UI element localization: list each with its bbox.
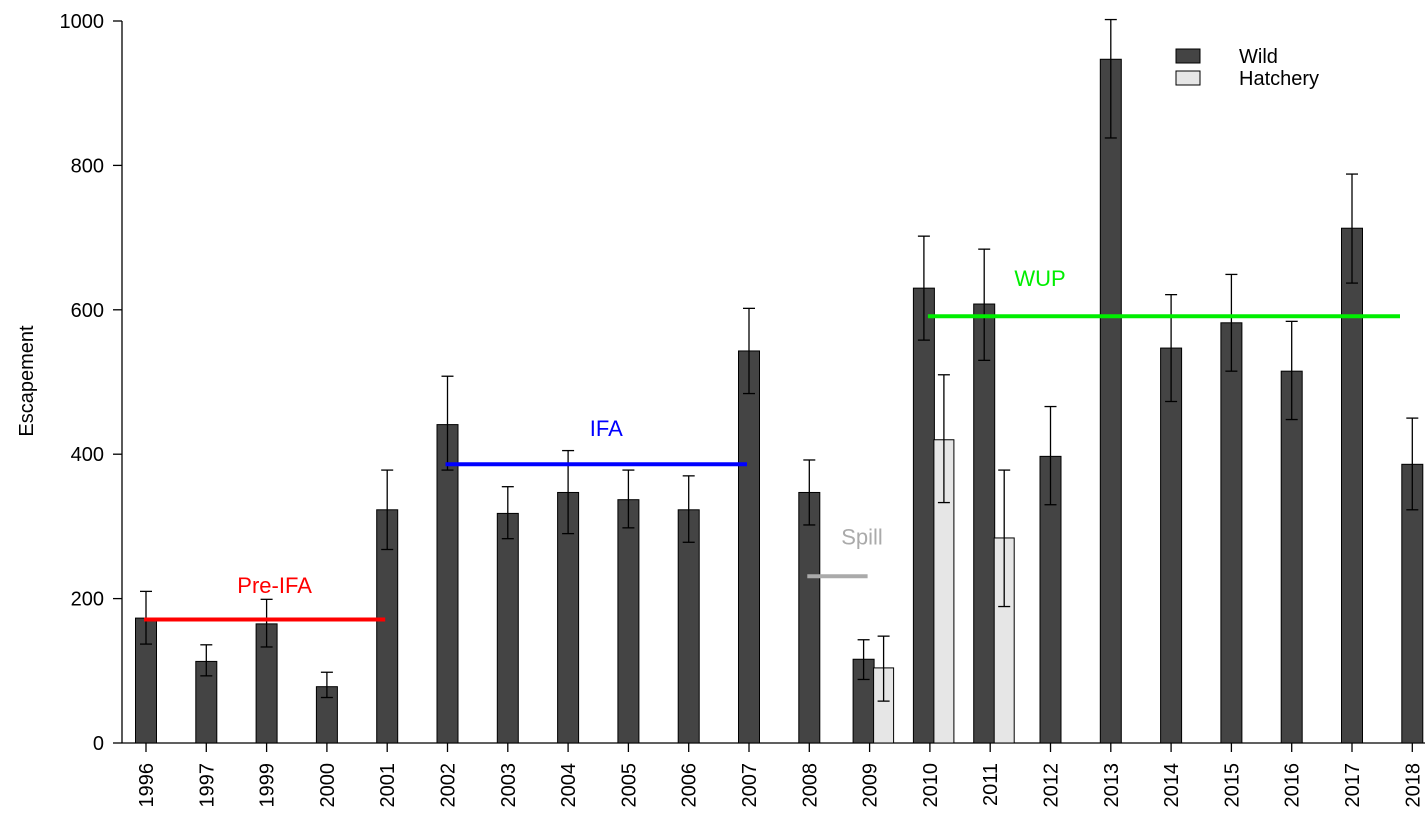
x-tick-label: 2009: [860, 763, 882, 808]
bar-wild-2017: [1341, 227, 1363, 744]
x-tick-label: 2015: [1221, 763, 1243, 808]
bar-wild-2006: [677, 509, 700, 744]
x-tick-label: 2011: [980, 763, 1002, 806]
x-tick-label: 2012: [1041, 763, 1063, 808]
x-tick-label: 2018: [1402, 763, 1424, 808]
bar-wild-2007: [738, 350, 760, 744]
y-tick-label: 800: [71, 155, 104, 177]
x-tick-label: 2008: [799, 763, 821, 808]
bar-wild-2013: [1099, 58, 1122, 744]
period-label-wup: WUP: [1014, 266, 1065, 291]
legend-label-hatchery: Hatchery: [1239, 68, 1319, 90]
x-tick-label: 2002: [438, 763, 460, 808]
y-tick-label: 400: [71, 444, 104, 466]
x-tick-label: 2010: [920, 763, 942, 808]
legend-swatch-hatchery: [1175, 70, 1201, 86]
y-tick-label: 200: [71, 589, 104, 611]
y-tick-label: 1000: [60, 11, 105, 33]
y-axis: 0 200 400 600 800 1000: [60, 11, 123, 755]
x-tick-label: 2007: [739, 763, 761, 808]
bar-wild-2008: [798, 491, 821, 744]
error-bars-layer: [140, 18, 1419, 702]
x-tick-label: 2013: [1101, 763, 1123, 808]
period-label-ifa: IFA: [590, 416, 623, 441]
bar-wild-2005: [617, 499, 640, 744]
legend-swatch-wild: [1175, 48, 1201, 64]
y-tick-label: 0: [93, 733, 104, 755]
x-tick-label: 2001: [377, 763, 399, 808]
period-annotations: Pre-IFA IFA Spill WUP: [144, 266, 1400, 622]
bar-wild-2010: [912, 287, 935, 744]
period-label-spill: Spill: [841, 524, 883, 549]
period-label-pre-ifa: Pre-IFA: [237, 573, 312, 598]
x-axis: 1996 1997 1999 2000 2001 2002 2003 2004 2005 2006…: [122, 742, 1425, 808]
x-tick-label: 2005: [618, 763, 640, 808]
y-axis-label: Escapement: [16, 325, 38, 437]
x-tick-label: 2004: [558, 763, 580, 808]
x-tick-label: 2006: [679, 763, 701, 808]
bars-layer: [135, 58, 1424, 744]
x-tick-label: 1996: [136, 763, 158, 808]
bar-wild-2016: [1280, 370, 1303, 744]
bar-wild-2011: [973, 303, 996, 744]
x-tick-label: 1999: [257, 763, 279, 808]
bar-wild-2015: [1220, 322, 1243, 744]
y-tick-label: 600: [71, 300, 104, 322]
x-tick-label: 2014: [1161, 763, 1183, 808]
bar-wild-2002: [436, 424, 459, 744]
bar-wild-2003: [496, 512, 519, 744]
x-tick-label: 2017: [1342, 763, 1364, 808]
x-tick-label: 1997: [196, 763, 218, 808]
x-tick-label: 2003: [498, 763, 520, 808]
legend-label-wild: Wild: [1239, 46, 1278, 68]
x-tick-label: 2000: [317, 763, 339, 808]
x-tick-label: 2016: [1282, 763, 1304, 808]
bar-wild-2014: [1160, 347, 1183, 744]
